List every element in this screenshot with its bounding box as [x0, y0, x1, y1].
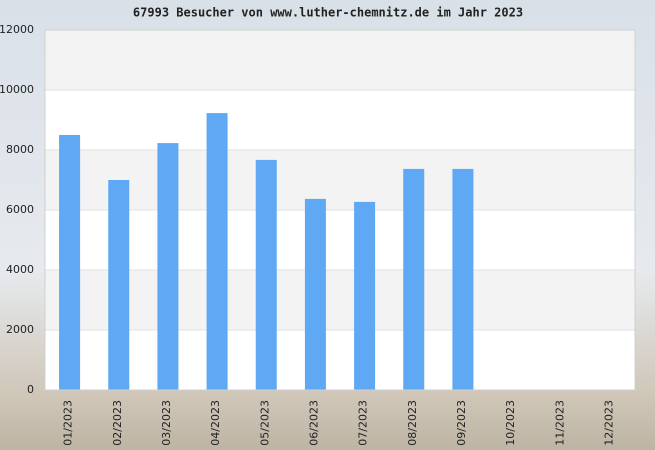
- grid-band: [45, 270, 635, 330]
- x-tick-label: 08/2023: [406, 400, 419, 446]
- x-tick-label: 06/2023: [307, 400, 320, 446]
- y-tick-label: 2000: [6, 323, 34, 336]
- grid-band: [45, 150, 635, 210]
- x-tick-label: 02/2023: [111, 400, 124, 446]
- x-tick-label: 07/2023: [357, 400, 370, 446]
- y-tick-label: 8000: [6, 143, 34, 156]
- bar: [255, 159, 277, 390]
- plot-border: [44, 29, 636, 391]
- grid-band: [45, 30, 635, 90]
- y-tick-label: 10000: [0, 83, 34, 96]
- bar: [354, 201, 376, 390]
- x-tick-label: 11/2023: [553, 400, 566, 446]
- bar: [304, 198, 326, 390]
- y-tick-label: 4000: [6, 263, 34, 276]
- bar: [206, 113, 228, 390]
- x-tick-label: 12/2023: [602, 400, 615, 446]
- bar: [59, 135, 81, 390]
- x-tick-label: 10/2023: [504, 400, 517, 446]
- x-tick-label: 05/2023: [258, 400, 271, 446]
- y-tick-label: 0: [27, 383, 34, 396]
- y-tick-label: 12000: [0, 23, 34, 36]
- bar: [403, 168, 425, 390]
- bar: [108, 180, 130, 390]
- bar: [157, 143, 179, 390]
- x-tick-label: 03/2023: [160, 400, 173, 446]
- chart-title: 67993 Besucher von www.luther-chemnitz.d…: [133, 6, 523, 20]
- y-tick-label: 6000: [6, 203, 34, 216]
- bar: [452, 168, 474, 390]
- x-tick-label: 01/2023: [62, 400, 75, 446]
- x-tick-label: 09/2023: [455, 400, 468, 446]
- x-tick-label: 04/2023: [209, 400, 222, 446]
